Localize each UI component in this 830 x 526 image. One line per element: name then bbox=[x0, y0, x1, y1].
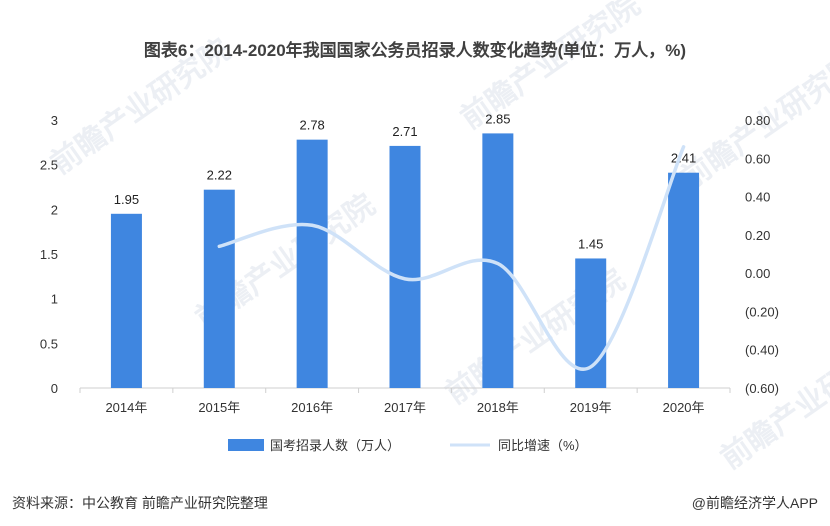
left-axis-tick-label: 2 bbox=[51, 202, 58, 217]
bar bbox=[203, 189, 235, 388]
bar-value-label: 2.41 bbox=[671, 151, 696, 166]
legend: 国考招录人数（万人） 同比增速（%） bbox=[228, 438, 588, 453]
x-axis-tick-label: 2014年 bbox=[105, 400, 147, 415]
right-y-axis: 0.80 0.60 0.40 0.20 0.00 (0.20) (0.40) (0.60) bbox=[745, 113, 779, 396]
right-axis-tick-label: (0.60) bbox=[745, 381, 779, 396]
right-axis-tick-label: (0.20) bbox=[745, 304, 779, 319]
line-series bbox=[217, 145, 686, 371]
x-axis-tick-label: 2020年 bbox=[663, 400, 705, 415]
bar bbox=[668, 172, 700, 388]
right-axis-tick-label: 0.80 bbox=[745, 113, 770, 128]
chart-title: 图表6：2014-2020年我国国家公务员招录人数变化趋势(单位：万人，%) bbox=[144, 40, 686, 60]
left-axis-tick-label: 1.5 bbox=[40, 247, 58, 262]
x-axis: 2014年 2015年 2016年 2017年 2018年 2019年 2020年 bbox=[79, 388, 731, 415]
right-axis-tick-label: 0.40 bbox=[745, 190, 770, 205]
growth-line bbox=[217, 145, 686, 371]
brand-credit: @前瞻经济学人APP bbox=[692, 495, 818, 511]
left-axis-tick-label: 2.5 bbox=[40, 158, 58, 173]
legend-swatch-bar bbox=[228, 439, 264, 451]
bar-value-label: 1.95 bbox=[114, 192, 139, 207]
bar-value-label: 2.85 bbox=[485, 111, 510, 126]
bar bbox=[110, 213, 142, 388]
x-axis-tick-label: 2019年 bbox=[570, 400, 612, 415]
bar bbox=[389, 145, 421, 388]
x-axis-tick-label: 2017年 bbox=[384, 400, 426, 415]
bar-series bbox=[110, 133, 700, 388]
bar bbox=[296, 139, 328, 388]
right-axis-tick-label: 0.00 bbox=[745, 266, 770, 281]
right-axis-tick-label: (0.40) bbox=[745, 343, 779, 358]
x-axis-tick-label: 2016年 bbox=[291, 400, 333, 415]
bar-value-label: 1.45 bbox=[578, 236, 603, 251]
right-axis-tick-label: 0.60 bbox=[745, 151, 770, 166]
source-note: 资料来源：中公教育 前瞻产业研究院整理 bbox=[12, 495, 268, 511]
left-axis-tick-label: 3 bbox=[51, 113, 58, 128]
bar-value-label: 2.22 bbox=[207, 168, 232, 183]
x-axis-tick-label: 2015年 bbox=[198, 400, 240, 415]
left-y-axis: 0 0.5 1 1.5 2 2.5 3 bbox=[40, 113, 58, 396]
bar-value-label: 2.78 bbox=[299, 118, 324, 133]
left-axis-tick-label: 1 bbox=[51, 292, 58, 307]
x-axis-tick-label: 2018年 bbox=[477, 400, 519, 415]
legend-label-bar: 国考招录人数（万人） bbox=[270, 438, 400, 453]
legend-label-line: 同比增速（%） bbox=[498, 438, 588, 453]
left-axis-tick-label: 0.5 bbox=[40, 336, 58, 351]
left-axis-tick-label: 0 bbox=[51, 381, 58, 396]
watermark-text: 前瞻产业研究院 bbox=[455, 0, 647, 136]
right-axis-tick-label: 0.20 bbox=[745, 228, 770, 243]
bar-value-label: 2.71 bbox=[392, 124, 417, 139]
